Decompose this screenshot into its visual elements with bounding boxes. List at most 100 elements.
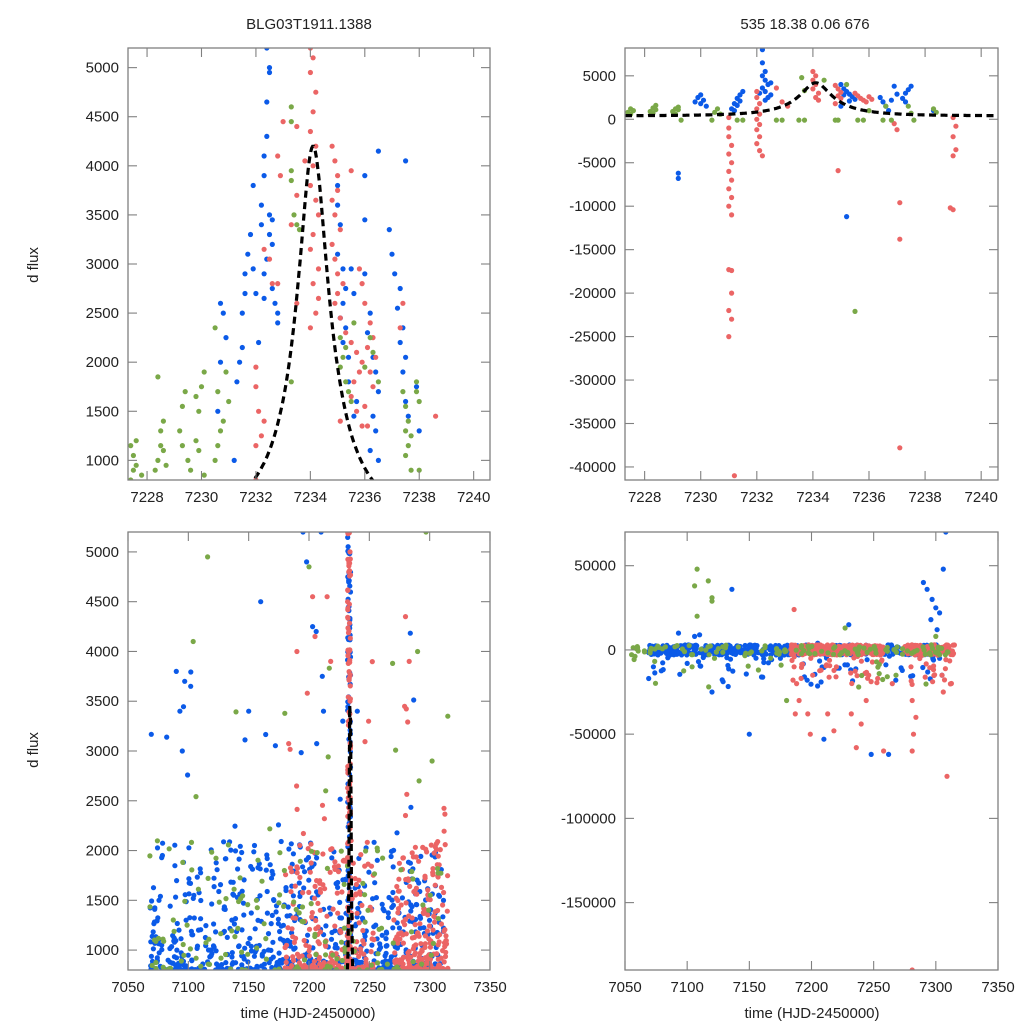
data-point-green: [435, 916, 441, 922]
data-point-green: [927, 652, 934, 658]
data-point-blue: [215, 967, 221, 970]
data-point-green: [370, 349, 376, 355]
data-point-green: [288, 104, 294, 110]
data-point-green: [362, 919, 368, 925]
data-point-green: [413, 379, 420, 385]
data-point-red: [427, 897, 433, 903]
data-point-green: [254, 945, 260, 951]
x-axis-label-bottom-left: time (HJD-2450000): [240, 1005, 375, 1022]
data-point-red: [434, 951, 440, 957]
data-point-red: [940, 689, 946, 695]
data-point-red: [852, 668, 858, 674]
data-point-red: [431, 913, 437, 919]
data-point-blue: [276, 950, 282, 956]
data-point-blue: [229, 950, 235, 956]
data-point-red: [332, 866, 338, 873]
data-point-green: [420, 902, 426, 908]
data-point-blue: [172, 863, 178, 869]
data-point-blue: [278, 838, 284, 845]
data-point-green: [233, 709, 239, 715]
data-point-blue: [150, 946, 156, 952]
data-point-red: [824, 642, 831, 648]
data-point-blue: [220, 966, 226, 970]
data-point-green: [343, 344, 349, 351]
data-point-blue: [760, 674, 766, 680]
data-point-blue: [355, 905, 361, 911]
data-point-green: [198, 963, 204, 969]
data-point-blue: [382, 953, 388, 959]
data-point-blue: [403, 158, 409, 164]
data-point-blue: [172, 842, 178, 848]
data-point-blue: [217, 359, 224, 365]
data-point-blue: [270, 954, 276, 960]
data-point-blue: [261, 948, 267, 955]
data-point-red: [947, 681, 954, 687]
data-point-red: [729, 212, 735, 218]
data-point-green: [323, 788, 329, 794]
data-point-red: [403, 916, 409, 923]
data-point-green: [133, 462, 139, 468]
data-point-blue: [189, 932, 195, 938]
data-point-red: [310, 109, 316, 115]
data-point-blue: [389, 251, 395, 257]
data-point-blue: [390, 889, 396, 896]
data-point-green: [438, 870, 444, 876]
data-point-blue: [213, 929, 219, 935]
data-point-red: [345, 694, 351, 700]
data-point-red: [285, 925, 291, 931]
data-point-green: [630, 645, 636, 651]
data-point-red: [317, 886, 323, 893]
data-point-blue: [152, 906, 158, 912]
data-point-green: [880, 117, 886, 123]
data-point-red: [292, 883, 298, 889]
data-point-red: [312, 895, 318, 901]
data-point-red: [256, 408, 262, 414]
data-point-blue: [275, 320, 281, 326]
data-point-blue: [759, 48, 765, 53]
data-point-green: [652, 680, 659, 686]
panel-title-top-left: BLG03T1911.1388: [246, 16, 372, 33]
data-point-blue: [267, 862, 273, 868]
data-point-red: [440, 902, 446, 908]
data-point-blue: [223, 856, 229, 862]
data-point-red: [404, 791, 410, 797]
data-point-blue: [198, 897, 204, 904]
data-point-red: [366, 718, 372, 724]
data-point-blue: [274, 962, 280, 968]
data-point-red: [306, 926, 313, 932]
data-point-green: [323, 952, 329, 958]
data-point-green: [312, 931, 318, 937]
data-point-blue: [397, 339, 403, 346]
data-point-red: [402, 812, 409, 819]
data-point-red: [288, 222, 294, 228]
data-point-green: [301, 957, 308, 963]
data-point-blue: [177, 966, 183, 970]
data-point-red: [445, 873, 451, 879]
model-curve: [625, 81, 998, 118]
data-point-red: [428, 842, 434, 848]
data-point-red: [426, 936, 432, 942]
data-point-red: [831, 667, 837, 674]
data-point-red: [909, 681, 915, 688]
data-point-red: [353, 892, 359, 898]
data-point-blue: [263, 867, 269, 873]
data-point-red: [282, 944, 288, 951]
data-point-red: [315, 266, 322, 272]
data-point-green: [768, 655, 774, 661]
data-point-red: [823, 662, 830, 668]
data-point-blue: [240, 900, 247, 906]
data-point-green: [426, 907, 432, 913]
data-point-red: [848, 670, 854, 676]
data-point-green: [866, 108, 872, 114]
data-point-red: [345, 615, 351, 621]
data-point-green: [299, 918, 305, 924]
data-point-red: [338, 929, 344, 935]
data-point-red: [757, 121, 763, 128]
data-point-green: [345, 389, 352, 395]
data-point-blue: [209, 901, 215, 907]
data-point-green: [217, 428, 224, 434]
data-point-red: [815, 643, 821, 649]
data-point-blue: [362, 173, 368, 179]
data-point-red: [838, 95, 844, 101]
data-point-blue: [416, 428, 422, 434]
